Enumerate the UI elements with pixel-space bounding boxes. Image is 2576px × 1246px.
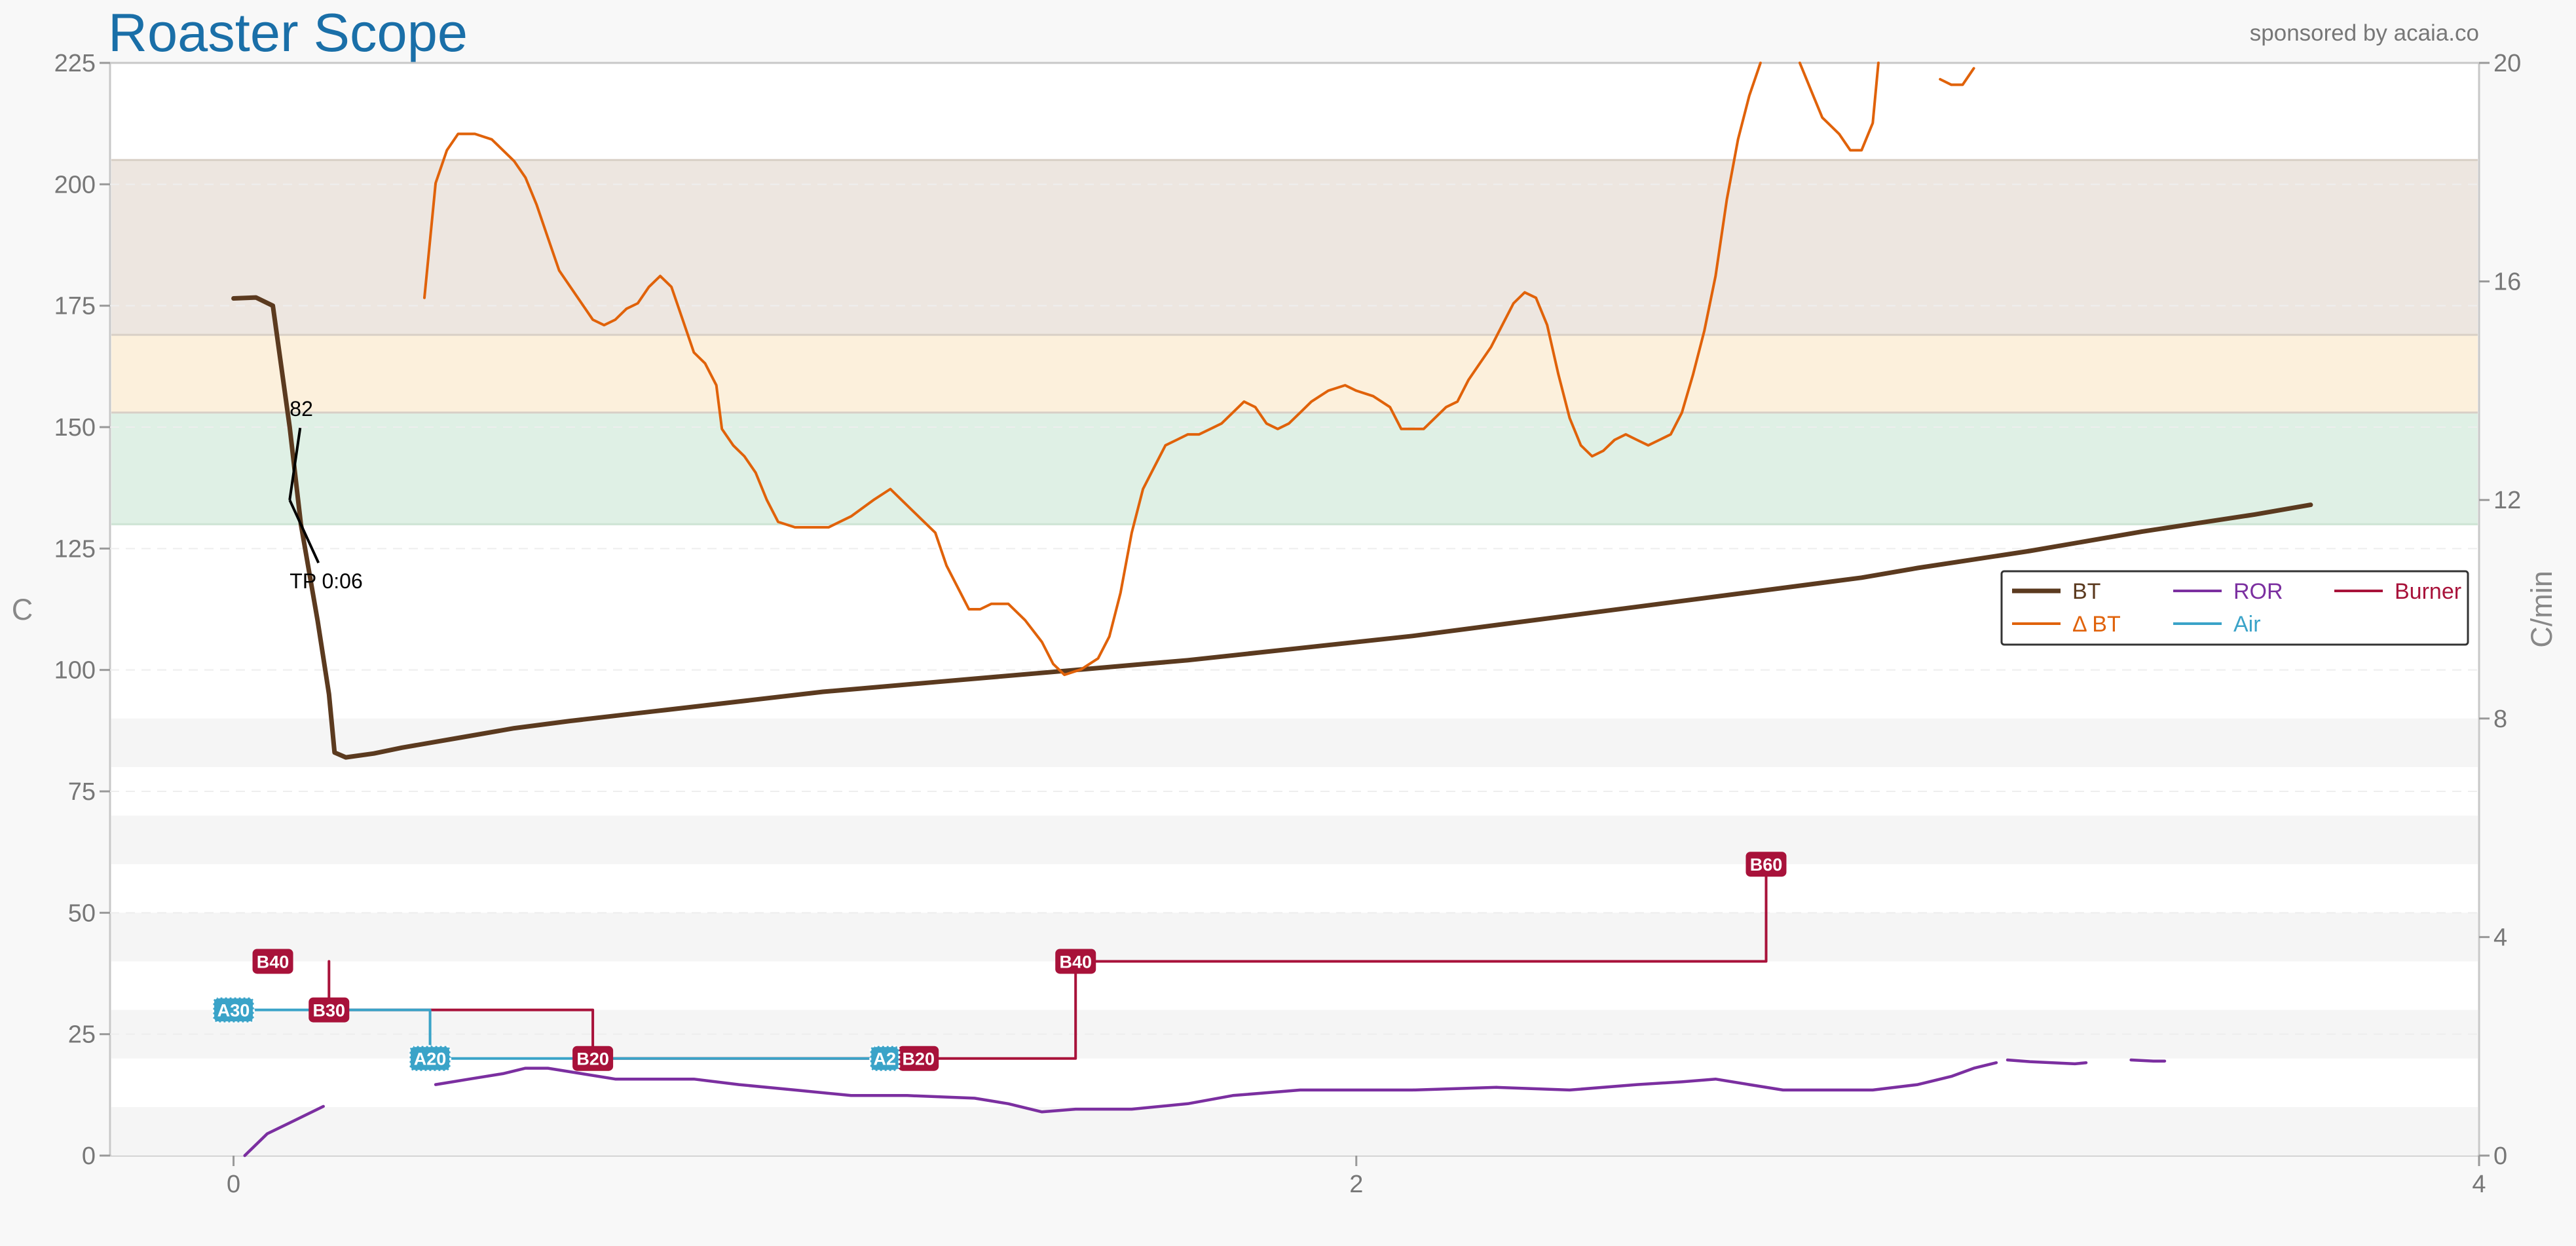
y-right-tick-label: 12 (2493, 487, 2521, 514)
legend-item-delta-bt[interactable]: Δ BT (2012, 612, 2121, 637)
event-markers: B40 B30 B20 B20 B40 B60 A30 A20 A2 (212, 852, 1787, 1072)
event-marker-box (898, 1046, 939, 1071)
y-left-tick-label: 200 (54, 171, 96, 198)
app-title: Roaster Scope (108, 2, 468, 63)
series-line-delta-bt-segment-2 (1798, 62, 1880, 152)
y-left-tick-label: 175 (54, 293, 96, 320)
y-right-tick-label: 16 (2493, 269, 2521, 296)
annotation-leader-tp (288, 499, 320, 564)
annotation-bt-value: 82 (289, 397, 313, 421)
series-line-ror-segment-2 (434, 1061, 1998, 1114)
background-band-1 (111, 816, 2478, 865)
background-bands (111, 718, 2478, 1156)
event-marker-box (1745, 852, 1787, 877)
y-right-tick-label: 4 (2493, 924, 2507, 951)
series-line-ror-segment-4 (2129, 1058, 2167, 1063)
event-marker-a2[interactable]: A2 (869, 1045, 901, 1072)
legend-item-ror[interactable]: ROR (2173, 579, 2283, 604)
y-right-tick-label: 8 (2493, 706, 2507, 733)
y-left-tick-label: 75 (68, 778, 96, 806)
annotation-leader-82 (288, 427, 302, 500)
series-line-delta-bt (423, 62, 1762, 677)
legend-label: Air (2233, 612, 2261, 637)
x-tick-label: 2 (1349, 1171, 1363, 1198)
legend-item-bt[interactable]: BT (2012, 579, 2100, 604)
y-left-tick-label: 225 (54, 50, 96, 77)
x-tick-label: 0 (227, 1171, 240, 1198)
event-marker-label: B40 (257, 952, 289, 972)
y-left-tick-label: 100 (54, 657, 96, 685)
event-marker-label: A2 (874, 1049, 897, 1069)
event-marker-label: B60 (1750, 855, 1783, 875)
event-marker-b40[interactable]: B40 (252, 949, 293, 974)
background-band-2 (111, 913, 2478, 962)
event-marker-box (869, 1045, 901, 1072)
event-marker-box (409, 1045, 452, 1072)
event-marker-box (308, 997, 350, 1023)
event-marker-label: B20 (576, 1049, 609, 1069)
legend-item-air[interactable]: Air (2173, 612, 2261, 637)
event-marker-box (212, 996, 255, 1024)
annotations: 82 TP 0:06 (288, 397, 363, 593)
event-marker-b20[interactable]: B20 (898, 1046, 939, 1071)
roast-zone-0 (111, 160, 2478, 335)
y-right-axis-title: C/min (2525, 571, 2558, 648)
event-marker-b40[interactable]: B40 (1055, 949, 1096, 974)
event-marker-label: B30 (313, 1001, 346, 1021)
background-band-4 (111, 1106, 2478, 1156)
y-left-tick-label: 50 (68, 899, 96, 927)
roast-zones (111, 159, 2478, 525)
event-marker-box (1055, 949, 1096, 974)
series-line-delta-bt-segment-3 (1939, 67, 1975, 86)
event-marker-label: B40 (1059, 952, 1092, 972)
legend-label: BT (2072, 579, 2100, 604)
roast-zone-1 (111, 335, 2478, 413)
background-band-0 (111, 718, 2478, 767)
y-left-tick-label: 0 (82, 1142, 96, 1170)
sponsor-text[interactable]: sponsored by acaia.co (2250, 20, 2479, 46)
event-marker-a20[interactable]: A20 (409, 1045, 452, 1072)
event-marker-b30[interactable]: B30 (308, 997, 350, 1023)
y-right-tick-label: 20 (2493, 50, 2521, 77)
x-tick-label: 4 (2472, 1171, 2486, 1198)
roast-zone-2 (111, 412, 2478, 525)
y-left-tick-label: 150 (54, 414, 96, 442)
event-marker-b20[interactable]: B20 (572, 1046, 614, 1071)
series-line-ror-segment-3 (2006, 1058, 2088, 1066)
event-marker-box (252, 949, 293, 974)
y-left-tick-label: 125 (54, 535, 96, 563)
grid-lines (110, 183, 2479, 1035)
series-line-ror (243, 1104, 325, 1158)
y-left-axis-title: C (12, 593, 33, 626)
series-line-bt (231, 295, 2313, 760)
event-marker-box (572, 1046, 614, 1071)
y-right-tick-label: 0 (2493, 1142, 2507, 1170)
y-left-tick-label: 25 (68, 1021, 96, 1049)
event-marker-label: A30 (217, 1001, 250, 1021)
legend-label: Burner (2395, 579, 2461, 604)
legend-item-burner[interactable]: Burner (2334, 579, 2461, 604)
annotation-turning-point: TP 0:06 (289, 569, 362, 593)
event-marker-a30[interactable]: A30 (212, 996, 255, 1024)
legend-label: Δ BT (2072, 612, 2121, 637)
legend: BT Δ BT ROR Air Burner (2000, 570, 2469, 646)
event-marker-b60[interactable]: B60 (1745, 852, 1787, 877)
event-marker-label: B20 (902, 1049, 935, 1069)
event-marker-label: A20 (414, 1049, 447, 1069)
legend-label: ROR (2233, 579, 2283, 604)
